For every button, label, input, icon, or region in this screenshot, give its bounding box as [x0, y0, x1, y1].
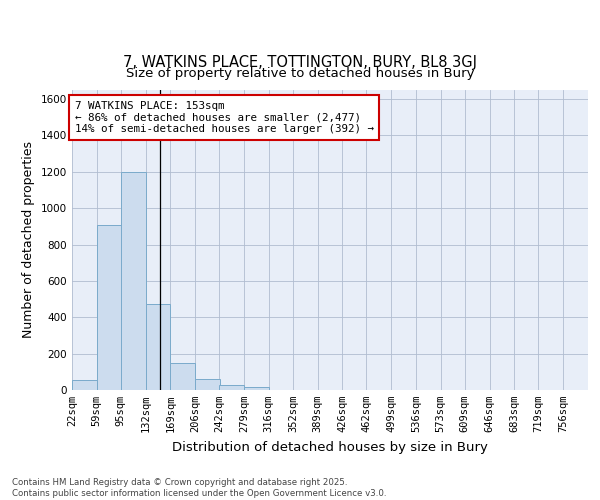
X-axis label: Distribution of detached houses by size in Bury: Distribution of detached houses by size … — [172, 440, 488, 454]
Bar — [97, 224, 122, 390]
Bar — [244, 386, 269, 390]
Text: 7 WATKINS PLACE: 153sqm
← 86% of detached houses are smaller (2,477)
14% of semi: 7 WATKINS PLACE: 153sqm ← 86% of detache… — [74, 101, 374, 134]
Bar — [121, 172, 146, 390]
Bar — [195, 380, 220, 390]
Text: Size of property relative to detached houses in Bury: Size of property relative to detached ho… — [126, 68, 474, 80]
Y-axis label: Number of detached properties: Number of detached properties — [22, 142, 35, 338]
Bar — [146, 304, 170, 390]
Bar — [219, 385, 244, 390]
Bar — [170, 362, 195, 390]
Text: Contains HM Land Registry data © Crown copyright and database right 2025.
Contai: Contains HM Land Registry data © Crown c… — [12, 478, 386, 498]
Text: 7, WATKINS PLACE, TOTTINGTON, BURY, BL8 3GJ: 7, WATKINS PLACE, TOTTINGTON, BURY, BL8 … — [123, 55, 477, 70]
Bar — [72, 380, 97, 390]
